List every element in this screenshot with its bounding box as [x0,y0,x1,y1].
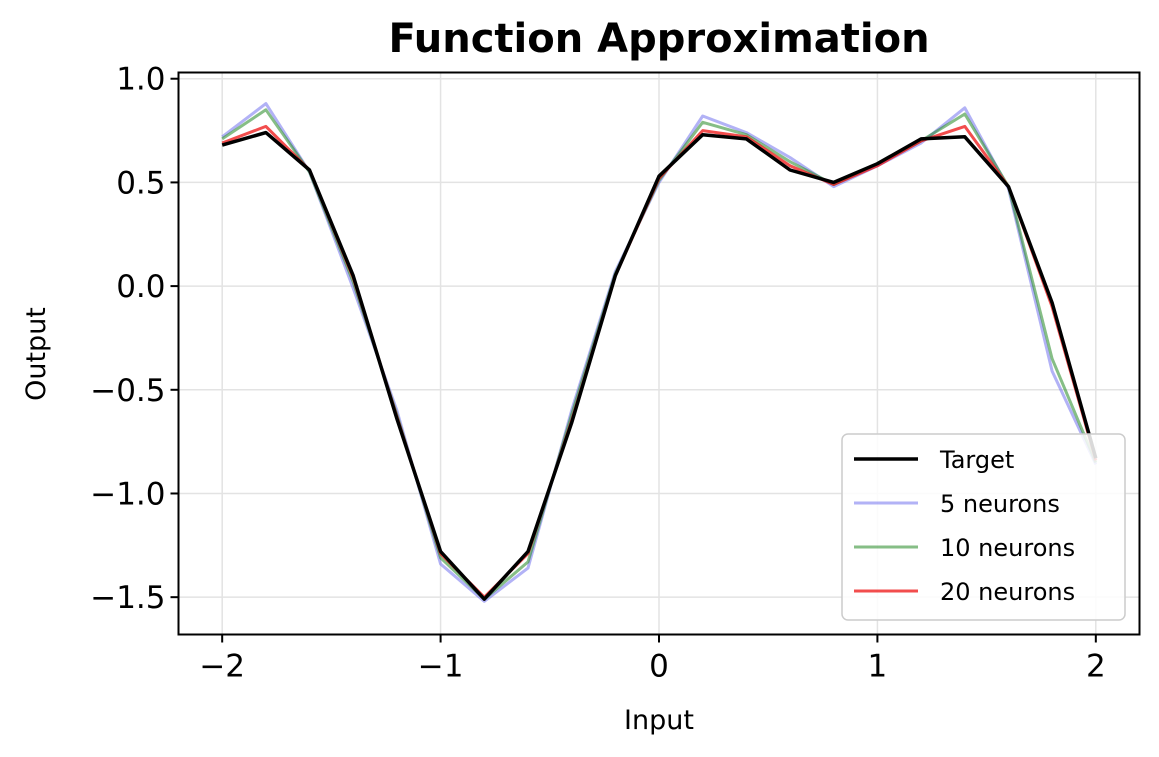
series-lines [221,102,1098,603]
y-tick-label: −1.5 [90,580,165,616]
legend-entry-label: Target [939,446,1014,474]
legend-box [841,433,1126,621]
series-line-target [221,130,1098,601]
x-tick-label: 0 [649,649,669,685]
y-tick-label: 0.5 [116,165,165,201]
chart-title: Function Approximation [388,16,929,62]
x-tick-label: 1 [868,649,888,685]
x-tick-label: −2 [199,649,245,685]
legend: Target 5 neurons 10 neurons 20 neurons [841,433,1126,621]
legend-entry-label: 10 neurons [940,534,1075,562]
y-tick-label: 0.0 [116,269,165,305]
y-tick-label: −0.5 [90,373,165,409]
x-tick-label: −1 [418,649,464,685]
legend-entry-label: 20 neurons [940,578,1075,606]
y-tick-label: 1.0 [116,62,165,98]
legend-entry-label: 5 neurons [940,490,1060,518]
gridlines [178,72,1140,635]
axis-ticks: −2 −1 0 1 2 −1.5 −1.0 −0.5 0.0 0.5 1.0 [90,62,1105,685]
x-tick-label: 2 [1086,649,1106,685]
x-axis-label: Input [624,705,694,736]
y-axis-label: Output [21,307,52,401]
y-tick-label: −1.0 [90,476,165,512]
